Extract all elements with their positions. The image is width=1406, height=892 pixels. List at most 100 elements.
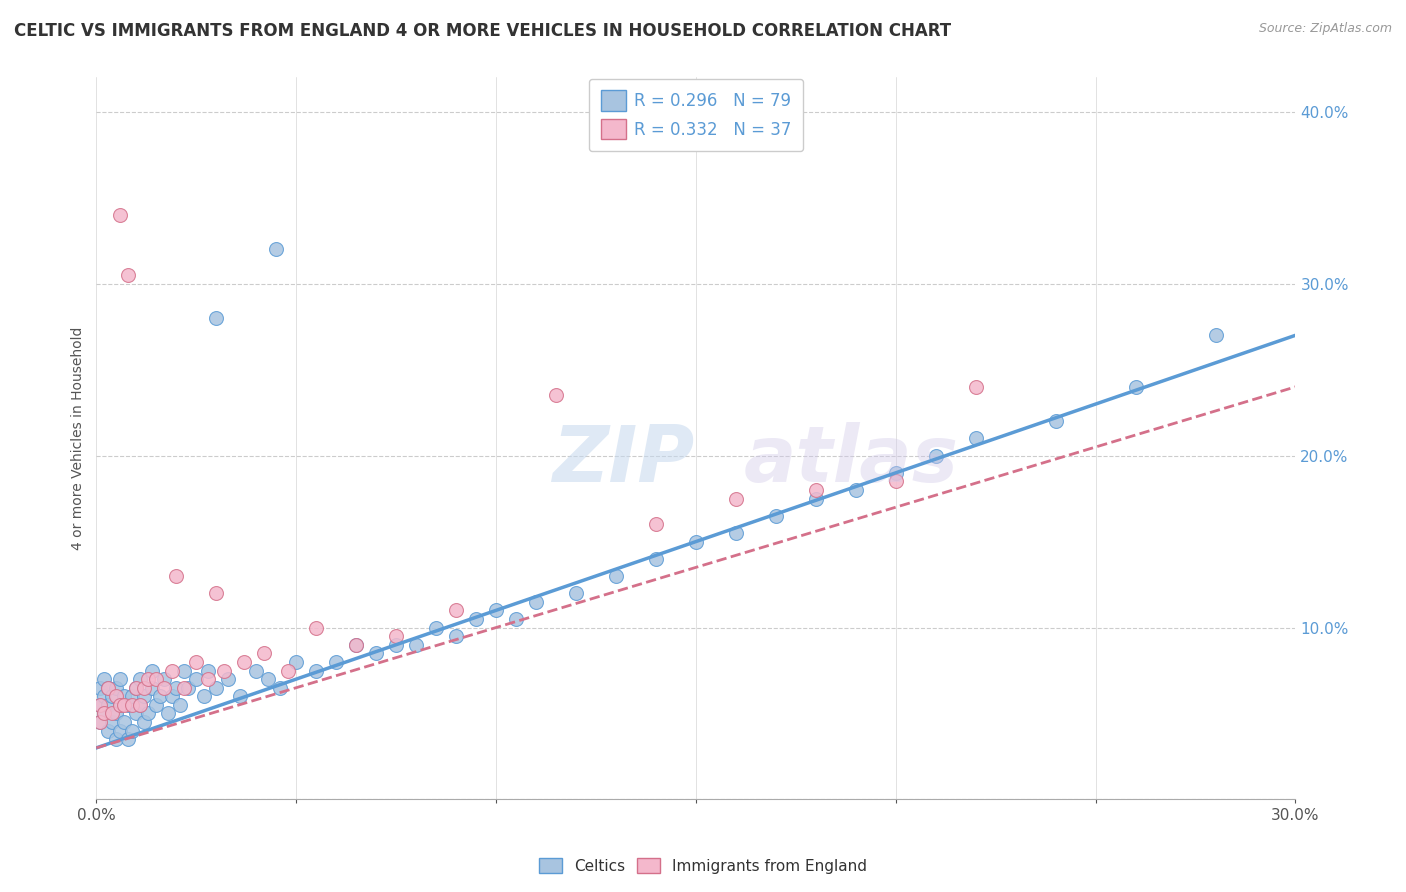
Point [125, 681, 148, 695]
Point [110, 208, 132, 222]
Text: Source: ZipAtlas.com: Source: ZipAtlas.com [1258, 22, 1392, 36]
Point [89, 681, 111, 695]
Point [385, 629, 408, 643]
Point [110, 698, 132, 712]
Point [121, 690, 143, 704]
Point [129, 698, 152, 712]
Point [134, 681, 156, 695]
Point [165, 569, 187, 583]
Point [197, 672, 219, 686]
Point [93, 706, 115, 721]
Point [212, 664, 235, 678]
Point [89, 698, 111, 712]
Point [245, 664, 267, 678]
Point [366, 646, 388, 660]
Point [169, 698, 191, 712]
Point [101, 706, 124, 721]
Point [884, 475, 907, 489]
Point [229, 690, 252, 704]
Point [134, 715, 156, 730]
Point [145, 672, 167, 686]
Point [444, 603, 467, 617]
Point [125, 681, 148, 695]
Point [89, 715, 111, 730]
Point [117, 732, 139, 747]
Point [1205, 328, 1227, 343]
Point [110, 672, 132, 686]
Point [804, 483, 827, 497]
Point [110, 698, 132, 712]
Point [101, 690, 124, 704]
Point [125, 706, 148, 721]
Point [153, 672, 176, 686]
Point [724, 491, 747, 506]
Point [1045, 414, 1067, 428]
Point [444, 629, 467, 643]
Point [645, 517, 668, 532]
Point [97, 723, 120, 738]
Point [305, 621, 328, 635]
Point [344, 638, 367, 652]
Point [141, 681, 163, 695]
Point [257, 672, 280, 686]
Point [685, 534, 707, 549]
Point [724, 526, 747, 541]
Point [205, 311, 228, 326]
Point [884, 466, 907, 480]
Point [121, 723, 143, 738]
Point [645, 551, 668, 566]
Point [153, 681, 176, 695]
Point [465, 612, 488, 626]
Point [162, 690, 184, 704]
Point [173, 681, 195, 695]
Point [105, 690, 128, 704]
Point [197, 664, 219, 678]
Point [177, 681, 200, 695]
Point [305, 664, 328, 678]
Point [605, 569, 627, 583]
Point [162, 664, 184, 678]
Point [93, 672, 115, 686]
Point [141, 664, 163, 678]
Point [965, 432, 987, 446]
Point [134, 690, 156, 704]
Point [105, 732, 128, 747]
Point [121, 698, 143, 712]
Point [505, 612, 527, 626]
Point [89, 715, 111, 730]
Point [110, 723, 132, 738]
Point [233, 655, 256, 669]
Point [205, 586, 228, 600]
Point [136, 706, 159, 721]
Point [101, 715, 124, 730]
Point [264, 243, 287, 257]
Point [97, 681, 120, 695]
Legend: R = 0.296   N = 79, R = 0.332   N = 37: R = 0.296 N = 79, R = 0.332 N = 37 [589, 78, 803, 151]
Point [565, 586, 588, 600]
Point [269, 681, 291, 695]
Point [765, 508, 787, 523]
Point [97, 681, 120, 695]
Point [193, 690, 215, 704]
Point [186, 655, 208, 669]
Point [285, 655, 308, 669]
Point [89, 698, 111, 712]
Point [105, 681, 128, 695]
Point [186, 672, 208, 686]
Point [165, 681, 187, 695]
Point [136, 672, 159, 686]
Point [425, 621, 447, 635]
Point [205, 681, 228, 695]
Point [277, 664, 299, 678]
Text: atlas: atlas [744, 422, 959, 498]
Point [93, 690, 115, 704]
Point [97, 698, 120, 712]
Point [524, 595, 547, 609]
Point [129, 672, 152, 686]
Point [105, 706, 128, 721]
Point [117, 268, 139, 282]
Point [173, 664, 195, 678]
Point [965, 380, 987, 394]
Point [385, 638, 408, 652]
Point [405, 638, 427, 652]
